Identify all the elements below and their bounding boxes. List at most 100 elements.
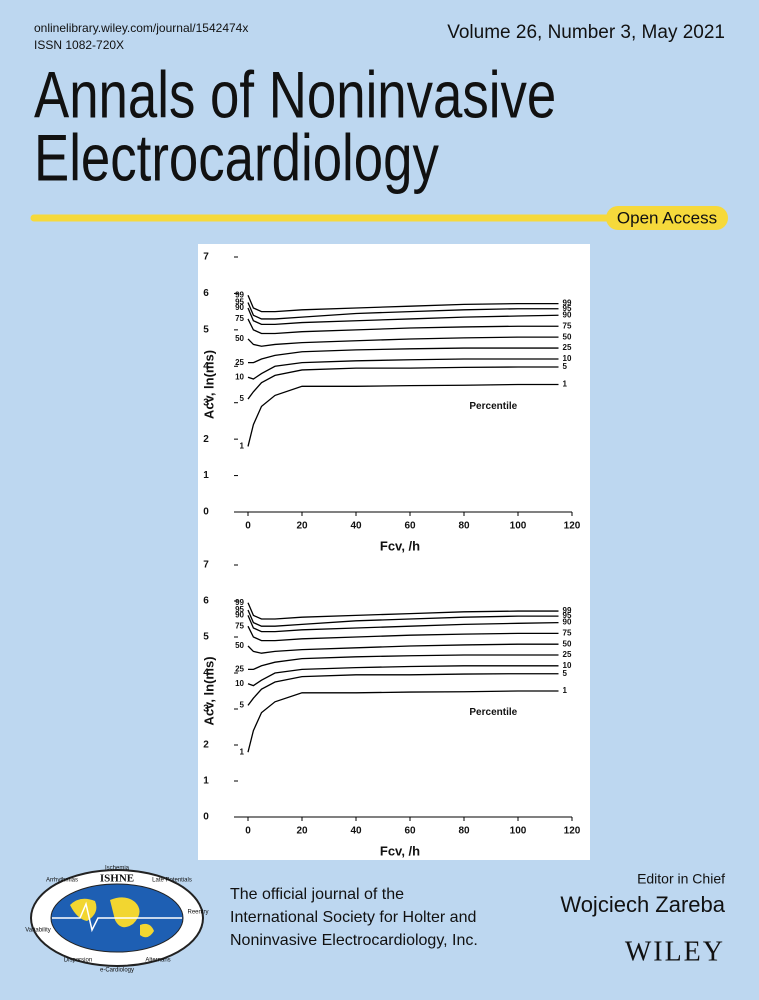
x-tick-label: 60 (404, 521, 416, 532)
line-label-right: 10 (563, 354, 572, 363)
percentile-line (248, 654, 559, 671)
figure (198, 244, 590, 860)
line-label-right: 1 (563, 686, 568, 695)
x-tick-label: 0 (245, 826, 251, 837)
editor-role: Editor in Chief (637, 871, 725, 887)
y-axis-label: Acv, ln(ms) (201, 350, 216, 419)
line-label-right: 50 (563, 332, 572, 341)
line-label-left: 75 (235, 314, 244, 323)
y-tick-label: 5 (203, 632, 209, 643)
y-tick-label: 6 (203, 288, 209, 299)
percentile-line (247, 318, 559, 335)
line-label-right: 25 (563, 650, 572, 659)
percentile-line (247, 609, 559, 627)
percentile-line (247, 602, 559, 620)
society-line: Noninvasive Electrocardiology, Inc. (230, 932, 478, 949)
badge-bg (606, 206, 728, 230)
line-label-left: 90 (235, 611, 244, 620)
title-line: Electrocardiology (34, 121, 439, 195)
annotation: Percentile (469, 707, 517, 718)
logo-word: Late Potentials (152, 878, 192, 884)
journal-url: onlinelibrary.wiley.com/journal/1542474x (34, 21, 248, 35)
line-label-left: 95 (235, 298, 244, 307)
x-tick-label: 20 (296, 521, 308, 532)
logo-word: Ischemia (105, 866, 130, 872)
line-label-right: 99 (563, 299, 572, 308)
logo-word: Arrhythmias (46, 878, 78, 884)
continents (70, 897, 154, 938)
y-tick-label: 3 (203, 704, 209, 715)
x-tick-label: 100 (510, 826, 527, 837)
line-label-left: 75 (235, 621, 244, 630)
x-tick-label: 100 (510, 521, 527, 532)
y-tick-label: 7 (203, 560, 209, 571)
line-label-left: 5 (240, 701, 245, 710)
percentile-line (247, 307, 559, 326)
x-tick-label: 40 (350, 521, 362, 532)
line-label-left: 10 (235, 372, 244, 381)
x-axis-label: Fcv, /h (380, 843, 420, 858)
line-label-right: 90 (563, 618, 572, 627)
line-label-right: 5 (563, 669, 568, 678)
percentile-line (247, 383, 559, 447)
logo-word: Dispersion (64, 958, 92, 964)
y-tick-label: 1 (203, 470, 209, 481)
logo-word: Alternans (145, 958, 170, 964)
percentile-line (247, 665, 559, 687)
annotation: Percentile (469, 401, 517, 412)
line-label-left: 5 (240, 394, 245, 403)
line-label-left: 1 (240, 442, 245, 451)
line-label-left: 50 (235, 641, 244, 650)
y-tick-label: 4 (203, 668, 209, 679)
line-label-left: 50 (235, 334, 244, 343)
y-tick-label: 0 (203, 812, 209, 823)
y-tick-label: 2 (203, 434, 209, 445)
title-line: Annals of Noninvasive (34, 58, 556, 132)
line-label-right: 90 (563, 310, 572, 319)
y-tick-label: 7 (203, 252, 209, 263)
y-tick-label: 0 (203, 507, 209, 518)
percentile-line (248, 347, 559, 364)
logo: ISHNE Arrhythmias Ischemia Late Potentia… (25, 866, 208, 974)
line-label-right: 95 (563, 304, 572, 313)
percentile-line (247, 294, 559, 313)
percentile-line (247, 302, 559, 320)
x-tick-label: 80 (458, 826, 470, 837)
logo-word: Variability (25, 928, 51, 934)
x-tick-label: 40 (350, 826, 362, 837)
logo-word: Reentry (187, 910, 208, 916)
percentile-line (247, 690, 559, 753)
x-axis-label: Fcv, /h (380, 538, 420, 553)
x-tick-label: 80 (458, 521, 470, 532)
x-tick-label: 20 (296, 826, 308, 837)
editor-name: Wojciech Zareba (560, 892, 725, 917)
line-label-left: 99 (235, 290, 244, 299)
logo-text: ISHNE (100, 873, 134, 885)
publisher: WILEY (625, 936, 725, 967)
ecg-trace (52, 901, 182, 933)
logo-word: e-Cardiology (100, 968, 134, 974)
line-label-right: 95 (563, 611, 572, 620)
line-label-right: 10 (563, 661, 572, 670)
issn: ISSN 1082-720X (34, 38, 124, 52)
percentile-line (247, 625, 559, 642)
x-tick-label: 60 (404, 826, 416, 837)
line-label-right: 5 (563, 362, 568, 371)
line-label-left: 90 (235, 303, 244, 312)
line-label-right: 1 (563, 380, 568, 389)
percentile-line (247, 358, 559, 380)
badge: Open Access (617, 208, 717, 227)
percentile-line (247, 615, 559, 633)
line-label-right: 75 (563, 629, 572, 638)
society-line: The official journal of the (230, 886, 404, 903)
line-label-right: 99 (563, 606, 572, 615)
y-tick-label: 6 (203, 596, 209, 607)
line-label-left: 25 (235, 358, 244, 367)
line-label-left: 95 (235, 605, 244, 614)
society-line: International Society for Holter and (230, 909, 476, 926)
line-label-left: 99 (235, 598, 244, 607)
x-tick-label: 0 (245, 521, 251, 532)
line-label-right: 75 (563, 321, 572, 330)
